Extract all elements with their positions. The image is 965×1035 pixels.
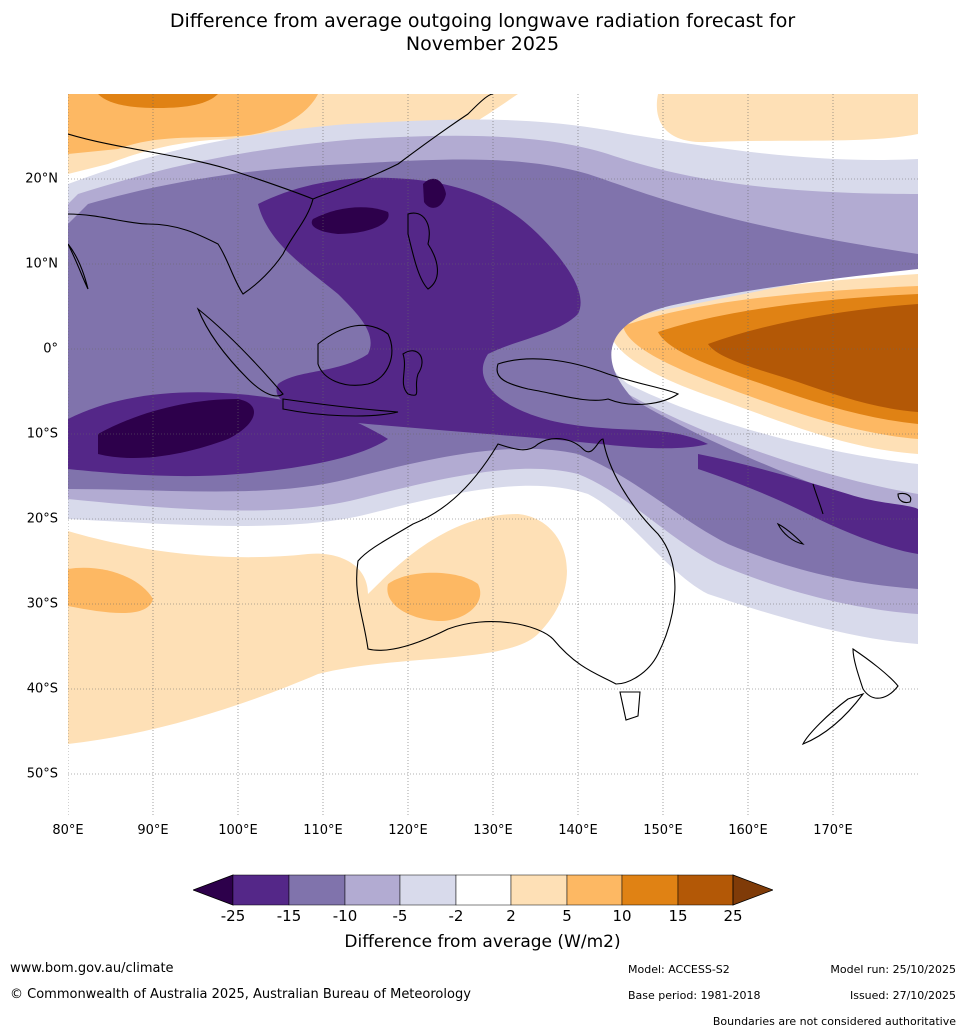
lon-label-100e: 100°E — [218, 823, 258, 838]
colorbar-tick: 5 — [562, 907, 572, 925]
colorbar-bin-1 — [232, 874, 290, 906]
india-coastline — [68, 243, 89, 290]
new-caledonia-coastline — [776, 522, 805, 545]
sulawesi-coastline — [402, 350, 423, 396]
colorbar-tick: -15 — [276, 907, 302, 925]
anomaly-region-maritime-continent-purple — [258, 177, 708, 449]
anomaly-region-maritime-continent-mid-purple — [68, 159, 918, 589]
lon-label-160e: 160°E — [728, 823, 768, 838]
colorbar-bin-4 — [399, 874, 457, 906]
australia-coastline — [356, 438, 676, 685]
lon-label-120e: 120°E — [388, 823, 428, 838]
lat-label-10n: 10°N — [25, 256, 58, 272]
mainland-se-asia-coastline — [68, 133, 314, 295]
coastlines — [68, 94, 912, 746]
lon-label-140e: 140°E — [558, 823, 598, 838]
colorbar-extend-high — [732, 874, 773, 906]
colorbar-tick: 2 — [506, 907, 516, 925]
colorbar-bin-9 — [677, 874, 734, 906]
colorbar-tick: -2 — [448, 907, 464, 925]
title-line-2: November 2025 — [405, 33, 560, 55]
anomaly-region-w-australia-orange — [387, 572, 481, 622]
disclaimer-text: Boundaries are not considered authoritat… — [712, 1015, 956, 1028]
lat-label-50s: 50°S — [26, 766, 58, 782]
lat-label-0: 0° — [43, 341, 58, 357]
colorbar-bin-6 — [510, 874, 568, 906]
vanuatu-coastline — [812, 483, 824, 515]
borneo-coastline — [317, 324, 393, 386]
anomaly-region-eq-pacific-darkest-orange — [708, 304, 918, 412]
anomaly-region-sw-indian-orange — [68, 567, 153, 614]
base-period-text: Base period: 1981-2018 — [628, 989, 761, 1002]
anomaly-region-indian-ocean-darkest-purple — [98, 399, 255, 459]
new-zealand-north-coastline — [852, 647, 899, 699]
colorbar-bin-3 — [344, 874, 401, 906]
lon-label-110e: 110°E — [303, 823, 343, 838]
colorbar-bin-8 — [621, 874, 679, 906]
website-link[interactable]: www.bom.gov.au/climate — [10, 961, 174, 976]
olr-anomaly-map — [68, 94, 918, 816]
lat-label-40s: 40°S — [26, 681, 58, 697]
copyright-text: © Commonwealth of Australia 2025, Austra… — [10, 987, 471, 1002]
lat-label-20s: 20°S — [26, 511, 58, 527]
colorbar-tick: -10 — [332, 907, 358, 925]
anomaly-region-n-asia-dark-orange — [98, 94, 218, 108]
anomaly-region-south-china-sea-darkest-purple — [311, 207, 389, 234]
colorbar-bin-5 — [455, 874, 512, 906]
philippines-coastline — [407, 212, 438, 290]
anomaly-region-philippines-darkest-purple — [423, 178, 446, 208]
colorbar-tick: 10 — [612, 907, 632, 925]
lon-label-80e: 80°E — [52, 823, 84, 838]
lon-label-90e: 90°E — [137, 823, 169, 838]
java-coastline — [282, 398, 399, 417]
lon-label-170e: 170°E — [813, 823, 853, 838]
lat-label-30s: 30°S — [26, 596, 58, 612]
map-title: Difference from average outgoing longwav… — [0, 10, 965, 56]
colorbar — [193, 874, 773, 906]
fiji-coastline — [897, 492, 912, 504]
anomaly-region-spcz-purple — [698, 454, 918, 554]
lon-label-150e: 150°E — [643, 823, 683, 838]
colorbar-tick: 15 — [668, 907, 688, 925]
colorbar-bin-7 — [566, 874, 623, 906]
lat-label-20n: 20°N — [25, 171, 58, 187]
anomaly-region-nw-pacific-light-orange — [656, 94, 918, 143]
sumatra-coastline — [196, 307, 284, 397]
new-zealand-south-coastline — [801, 692, 865, 746]
title-line-1: Difference from average outgoing longwav… — [169, 10, 796, 32]
south-china-coastline — [312, 94, 494, 200]
new-guinea-coastline — [496, 358, 680, 405]
colorbar-extend-low — [193, 874, 234, 906]
tasmania-coastline — [619, 691, 641, 721]
issued-text: Issued: 27/10/2025 — [849, 989, 956, 1002]
colorbar-label: Difference from average (W/m2) — [344, 932, 621, 952]
colorbar-tick: -5 — [392, 907, 408, 925]
anomaly-region-s-indian-light-orange — [68, 514, 567, 744]
lon-label-130e: 130°E — [473, 823, 513, 838]
anomaly-region-n-asia-orange — [68, 94, 318, 154]
model-text: Model: ACCESS-S2 — [628, 963, 730, 976]
colorbar-tick: 25 — [723, 907, 743, 925]
colorbar-bin-2 — [288, 874, 346, 906]
lat-label-10s: 10°S — [26, 426, 58, 442]
model-run-text: Model run: 25/10/2025 — [830, 963, 956, 976]
map-gridlines — [68, 94, 918, 816]
colorbar-tick: -25 — [220, 907, 246, 925]
